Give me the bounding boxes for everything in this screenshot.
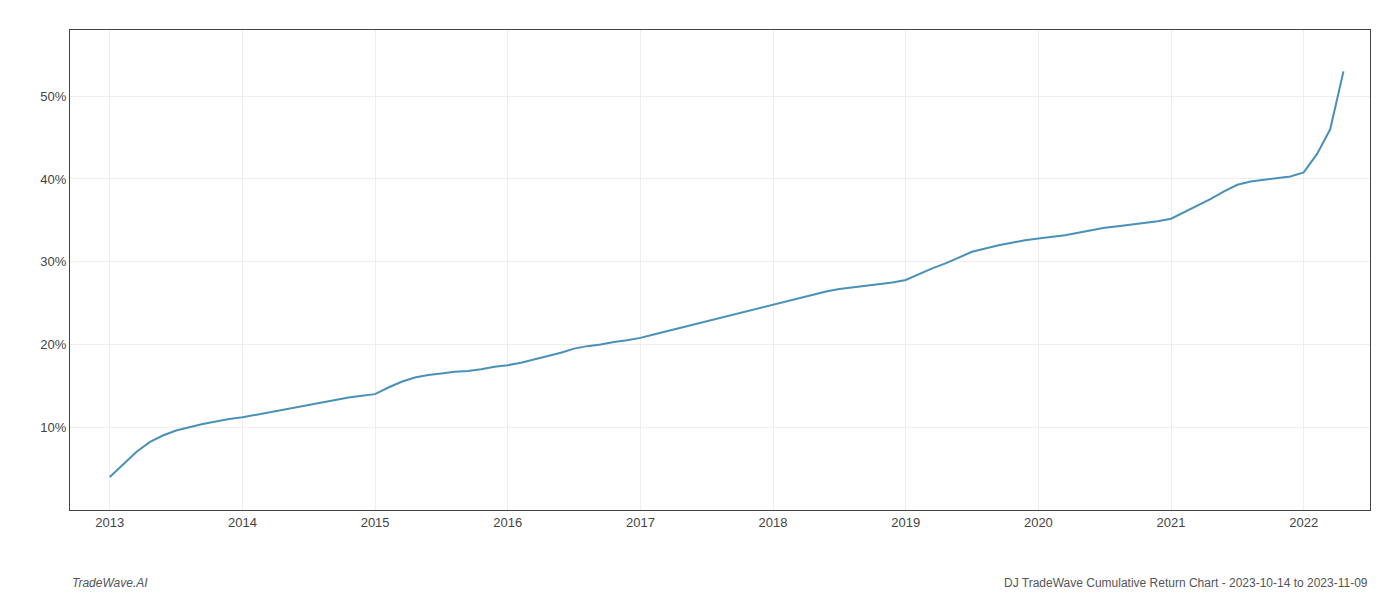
svg-text:2013: 2013 [95,515,124,530]
svg-text:DJ TradeWave Cumulative Return: DJ TradeWave Cumulative Return Chart - 2… [1004,576,1368,590]
svg-text:2015: 2015 [361,515,390,530]
svg-text:2020: 2020 [1024,515,1053,530]
svg-text:2019: 2019 [891,515,920,530]
svg-text:2021: 2021 [1157,515,1186,530]
svg-text:10%: 10% [40,420,66,435]
svg-text:40%: 40% [40,172,66,187]
svg-text:2014: 2014 [228,515,257,530]
svg-text:TradeWave.AI: TradeWave.AI [72,576,148,590]
svg-text:2018: 2018 [759,515,788,530]
svg-text:20%: 20% [40,337,66,352]
svg-text:2022: 2022 [1289,515,1318,530]
svg-text:30%: 30% [40,254,66,269]
svg-text:50%: 50% [40,89,66,104]
svg-text:2016: 2016 [493,515,522,530]
svg-text:2017: 2017 [626,515,655,530]
